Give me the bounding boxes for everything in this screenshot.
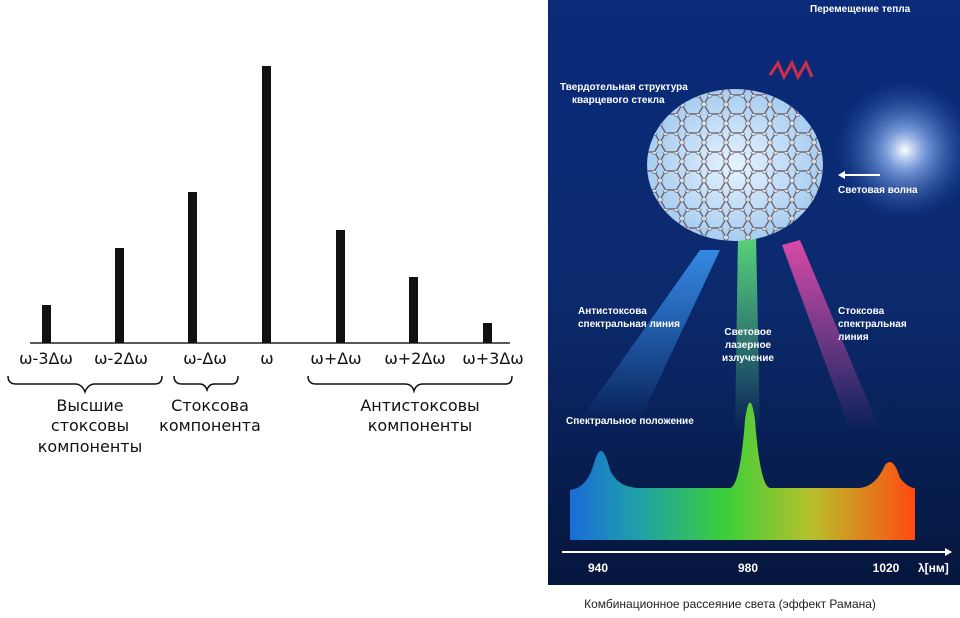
laser-beam (735, 235, 760, 430)
raman-illustration: Перемещение тепла Твердотельная структур… (548, 0, 960, 585)
line-bar (188, 192, 197, 343)
light-source (835, 80, 960, 220)
axis-tick-label: 1020 (873, 561, 900, 575)
group-label: стоксовы (51, 416, 129, 435)
line-bar (336, 230, 345, 343)
group-label: компоненты (38, 437, 143, 456)
label: Световая волна (838, 185, 918, 196)
lattice (647, 89, 823, 241)
axis-arrow (945, 548, 952, 556)
group-label: Антистоксовы (360, 396, 479, 415)
freq-label: ω+2Δω (384, 349, 445, 368)
group-label: Высшие (56, 396, 123, 415)
brace (307, 375, 513, 394)
freq-label: ω-2Δω (94, 349, 148, 368)
group-label: Стоксова (171, 396, 249, 415)
spectrum-diagram: ω-3Δω ω-2Δω ω-Δω ω ω+Δω ω+2Δω ω+3Δω Высш… (7, 66, 524, 456)
anti-stokes-beam (580, 250, 720, 420)
line-bar (115, 248, 124, 343)
line-bar (409, 277, 418, 343)
label: спектральная линия (578, 319, 680, 330)
label: Спектральное положение (566, 416, 694, 427)
label: Стоксова (838, 306, 885, 317)
freq-label: ω-Δω (183, 349, 227, 368)
axis-tick-label: 980 (738, 561, 758, 575)
heat-wave (768, 59, 814, 81)
spectrum-band (570, 402, 915, 540)
caption: Комбинационное рассеяние света (эффект Р… (584, 597, 876, 611)
group-label: компоненты (368, 416, 473, 435)
line-bar (483, 323, 492, 343)
axis-unit: λ[нм] (918, 561, 949, 575)
label: кварцевого стекла (572, 95, 665, 106)
label: излучение (722, 353, 774, 364)
axis-tick-label: 940 (588, 561, 608, 575)
freq-label: ω+3Δω (462, 349, 523, 368)
label: спектральная (838, 319, 907, 330)
stokes-beam (782, 240, 880, 430)
label: Перемещение тепла (810, 4, 911, 15)
brace (7, 375, 163, 395)
freq-label: ω (260, 349, 273, 368)
line-bar (262, 66, 271, 343)
label: Твердотельная структура (560, 82, 688, 93)
group-label: компонента (159, 416, 261, 435)
label: Световое (724, 327, 772, 338)
label: Антистоксова (578, 306, 647, 317)
label: лазерное (725, 340, 772, 351)
label: линия (838, 332, 869, 343)
freq-label: ω+Δω (310, 349, 361, 368)
line-bar (42, 305, 51, 343)
brace (173, 375, 239, 393)
freq-label: ω-3Δω (19, 349, 73, 368)
wave-arrow-head (838, 171, 845, 179)
